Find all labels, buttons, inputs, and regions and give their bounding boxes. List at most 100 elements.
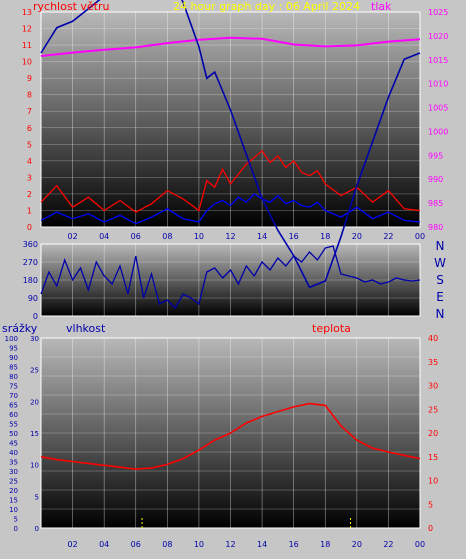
bottom-x-tick-00: 00 [415,540,425,549]
wind-tick-11: 11 [22,41,32,50]
humidity-tick-10: 10 [30,462,39,470]
top-x-tick-14: 14 [257,232,267,241]
top-x-tick-00: 00 [415,232,425,241]
pressure-line [40,36,421,57]
temperature-tick-35: 35 [428,358,438,367]
humidity-tick-30: 30 [30,335,39,343]
top-x-tick-16: 16 [289,232,299,241]
pressure-tick-995: 995 [428,151,443,160]
compass-w-1: W [434,256,446,270]
wind-tick-0: 0 [27,223,32,232]
pressure-tick-980: 980 [428,223,443,232]
wind-tick-12: 12 [22,25,32,34]
direction-tick-90: 90 [28,294,38,303]
compass-n-4: N [436,307,445,321]
rain-tick-15: 15 [9,497,18,505]
humidity-tick-25: 25 [30,367,39,375]
wind-tick-4: 4 [27,157,32,166]
bottom-x-tick-22: 22 [383,540,393,549]
humidity-tick-5: 5 [35,493,39,501]
top-x-tick-08: 08 [162,232,172,241]
rain-tick-5: 5 [14,516,18,524]
wind-tick-9: 9 [27,74,32,83]
direction-tick-360: 360 [23,240,38,249]
gust-line [40,193,421,225]
chart-title: 24 hour graph day : 06 April 2024 [173,0,360,13]
pressure-tick-990: 990 [428,175,443,184]
bottom-x-tick-16: 16 [289,540,299,549]
rain-tick-55: 55 [9,421,18,429]
direction-tick-270: 270 [23,258,38,267]
humidity-tick-20: 20 [30,398,39,406]
pressure-tick-985: 985 [428,199,443,208]
rain-tick-100: 100 [5,335,18,343]
pressure-tick-1000: 1000 [428,127,448,136]
rain-label: srážky [2,322,38,335]
wind-label: rychlost větru [33,0,109,13]
top-x-tick-22: 22 [383,232,393,241]
rain-tick-30: 30 [9,468,18,476]
direction-tick-180: 180 [23,276,38,285]
humidity-tick-15: 15 [30,430,39,438]
wind-tick-10: 10 [22,58,32,67]
pressure-tick-1025: 1025 [428,8,448,17]
top-x-tick-12: 12 [225,232,235,241]
pressure-tick-1005: 1005 [428,104,448,113]
rain-tick-40: 40 [9,449,18,457]
rain-tick-10: 10 [9,506,18,514]
bottom-x-tick-12: 12 [225,540,235,549]
wind-line [40,149,421,213]
wind-tick-5: 5 [27,140,32,149]
direction-line [40,245,421,310]
wind-tick-13: 13 [22,8,32,17]
wind-tick-6: 6 [27,124,32,133]
rain-tick-75: 75 [9,383,18,391]
wind-tick-2: 2 [27,190,32,199]
rain-tick-20: 20 [9,487,18,495]
bottom-x-tick-04: 04 [99,540,109,549]
top-x-tick-10: 10 [194,232,204,241]
top-x-tick-02: 02 [67,232,77,241]
rain-tick-25: 25 [9,478,18,486]
temperature-tick-20: 20 [428,429,438,438]
rain-tick-80: 80 [9,373,18,381]
temperature-tick-30: 30 [428,382,438,391]
top-x-tick-06: 06 [131,232,141,241]
humidity-tick-0: 0 [35,525,39,533]
bottom-x-tick-14: 14 [257,540,267,549]
compass-e-3: E [436,290,444,304]
wind-tick-7: 7 [27,107,32,116]
rain-tick-60: 60 [9,411,18,419]
direction-tick-0: 0 [33,312,38,321]
compass-s-2: S [436,273,444,287]
temperature-tick-10: 10 [428,477,438,486]
wind-tick-1: 1 [27,206,32,215]
temperature-tick-5: 5 [428,500,433,509]
temperature-tick-25: 25 [428,405,438,414]
bottom-x-tick-02: 02 [67,540,77,549]
bottom-x-tick-10: 10 [194,540,204,549]
rain-tick-35: 35 [9,459,18,467]
temperature-line [40,402,421,470]
pressure-label: tlak [371,0,392,13]
bottom-x-tick-20: 20 [352,540,362,549]
top-x-tick-04: 04 [99,232,109,241]
bottom-x-tick-18: 18 [320,540,330,549]
rain-tick-0: 0 [14,525,18,533]
temperature-tick-40: 40 [428,334,438,343]
bottom-x-tick-08: 08 [162,540,172,549]
wind-tick-3: 3 [27,173,32,182]
rain-tick-85: 85 [9,364,18,372]
humidity-line [40,0,421,289]
wind-tick-8: 8 [27,91,32,100]
compass-n-0: N [436,239,445,253]
pressure-tick-1010: 1010 [428,80,448,89]
bottom-x-tick-06: 06 [131,540,141,549]
rain-tick-70: 70 [9,392,18,400]
temperature-label: teplota [312,322,351,335]
rain-tick-65: 65 [9,402,18,410]
top-x-tick-20: 20 [352,232,362,241]
temperature-tick-0: 0 [428,524,433,533]
